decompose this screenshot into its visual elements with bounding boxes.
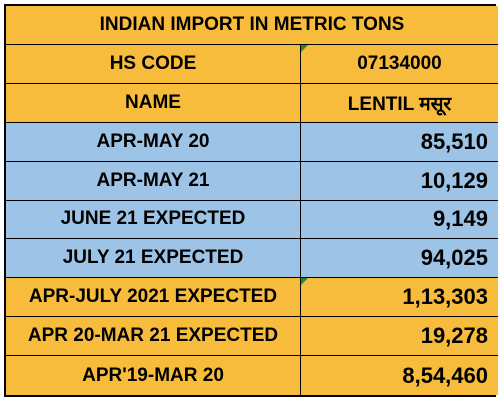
row-value: 10,129	[301, 161, 498, 201]
row-label: APR'19-MAR 20	[6, 356, 301, 395]
row-value: 9,149	[301, 200, 498, 240]
name-value: LENTIL मसूर	[301, 83, 498, 123]
row-label: APR-MAY 21	[6, 161, 301, 201]
hs-code-label: HS CODE	[6, 44, 301, 84]
row-label: JUNE 21 EXPECTED	[6, 200, 301, 240]
row-label: APR-JULY 2021 EXPECTED	[6, 278, 301, 318]
row-value: 94,025	[301, 239, 498, 279]
hs-code-value: 07134000	[301, 44, 498, 84]
table-title: INDIAN IMPORT IN METRIC TONS	[6, 6, 498, 45]
row-label: JULY 21 EXPECTED	[6, 239, 301, 279]
row-label: APR-MAY 20	[6, 122, 301, 162]
row-value: 1,13,303	[301, 278, 498, 318]
name-label: NAME	[6, 83, 301, 123]
row-label: APR 20-MAR 21 EXPECTED	[6, 317, 301, 357]
row-value: 85,510	[301, 122, 498, 162]
row-value: 19,278	[301, 317, 498, 357]
row-value: 8,54,460	[301, 356, 498, 395]
import-table: INDIAN IMPORT IN METRIC TONS HS CODE 071…	[4, 4, 498, 397]
